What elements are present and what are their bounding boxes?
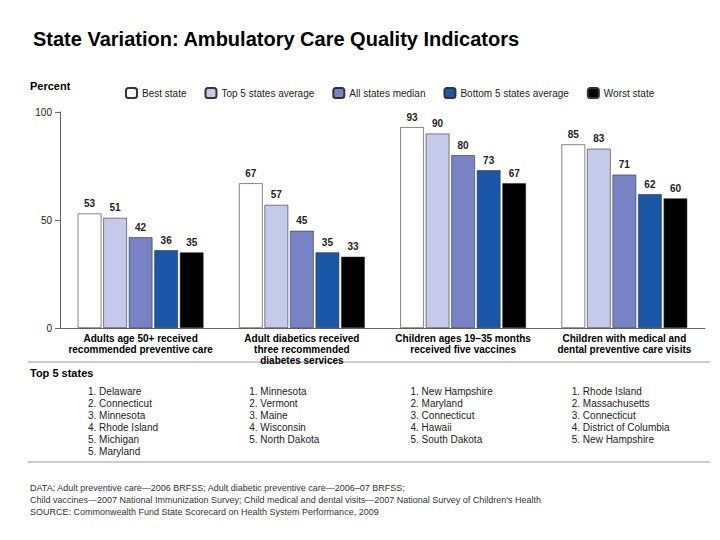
svg-text:42: 42 bbox=[135, 222, 147, 233]
svg-text:62: 62 bbox=[644, 179, 656, 190]
svg-text:received five vaccines: received five vaccines bbox=[410, 344, 516, 355]
svg-text:Bottom 5 states average: Bottom 5 states average bbox=[460, 88, 569, 99]
svg-text:State Variation: Ambulatory Ca: State Variation: Ambulatory Care Quality… bbox=[33, 28, 519, 50]
svg-text:three recommended: three recommended bbox=[254, 344, 350, 355]
svg-text:53: 53 bbox=[84, 198, 96, 209]
svg-text:57: 57 bbox=[271, 189, 283, 200]
svg-text:Adult diabetics received: Adult diabetics received bbox=[244, 333, 359, 344]
svg-text:3. Connecticut: 3. Connecticut bbox=[572, 410, 636, 421]
svg-text:45: 45 bbox=[296, 215, 308, 226]
svg-text:1. Minnesota: 1. Minnesota bbox=[249, 386, 307, 397]
svg-text:Worst state: Worst state bbox=[604, 88, 655, 99]
svg-text:4. Hawaii: 4. Hawaii bbox=[411, 422, 452, 433]
svg-text:Children with medical and: Children with medical and bbox=[562, 333, 686, 344]
svg-text:5. Maryland: 5. Maryland bbox=[88, 446, 140, 457]
svg-text:2. Maryland: 2. Maryland bbox=[411, 398, 463, 409]
svg-text:100: 100 bbox=[35, 107, 52, 118]
svg-text:71: 71 bbox=[619, 159, 631, 170]
svg-text:2. Connecticut: 2. Connecticut bbox=[88, 398, 152, 409]
svg-text:60: 60 bbox=[670, 183, 682, 194]
svg-text:36: 36 bbox=[161, 235, 173, 246]
svg-text:33: 33 bbox=[347, 241, 359, 252]
svg-text:0: 0 bbox=[46, 323, 52, 334]
svg-text:50: 50 bbox=[41, 215, 53, 226]
svg-text:90: 90 bbox=[432, 118, 444, 129]
svg-text:All states median: All states median bbox=[349, 88, 425, 99]
svg-text:recommended preventive care: recommended preventive care bbox=[68, 344, 213, 355]
svg-text:1. New Hampshire: 1. New Hampshire bbox=[411, 386, 494, 397]
svg-text:5. New Hampshire: 5. New Hampshire bbox=[572, 434, 655, 445]
svg-text:DATA: Adult preventive care—20: DATA: Adult preventive care—2006 BRFSS; … bbox=[30, 483, 405, 493]
svg-text:3. Minnesota: 3. Minnesota bbox=[88, 410, 146, 421]
svg-text:4. District of Columbia: 4. District of Columbia bbox=[572, 422, 670, 433]
svg-text:35: 35 bbox=[322, 237, 334, 248]
svg-text:83: 83 bbox=[593, 133, 605, 144]
svg-text:3. Maine: 3. Maine bbox=[249, 410, 288, 421]
svg-text:67: 67 bbox=[245, 168, 257, 179]
svg-text:Best state: Best state bbox=[142, 88, 187, 99]
svg-text:73: 73 bbox=[483, 155, 495, 166]
svg-text:35: 35 bbox=[186, 237, 198, 248]
svg-text:2. Vermont: 2. Vermont bbox=[249, 398, 298, 409]
svg-text:4. Rhode Island: 4. Rhode Island bbox=[88, 422, 158, 433]
svg-text:1. Rhode Island: 1. Rhode Island bbox=[572, 386, 642, 397]
svg-text:SOURCE: Commonwealth Fund Stat: SOURCE: Commonwealth Fund State Scorecar… bbox=[30, 507, 379, 517]
svg-text:Children ages 19–35 months: Children ages 19–35 months bbox=[395, 333, 531, 344]
svg-text:51: 51 bbox=[110, 202, 122, 213]
svg-text:diabetes services: diabetes services bbox=[260, 355, 344, 366]
svg-text:5. South Dakota: 5. South Dakota bbox=[411, 434, 483, 445]
svg-text:Top 5 states average: Top 5 states average bbox=[221, 88, 314, 99]
svg-text:80: 80 bbox=[458, 140, 470, 151]
svg-text:93: 93 bbox=[406, 112, 418, 123]
svg-text:4. Wisconsin: 4. Wisconsin bbox=[249, 422, 306, 433]
svg-text:3. Connecticut: 3. Connecticut bbox=[411, 410, 475, 421]
svg-text:Child vaccines—2007 National I: Child vaccines—2007 National Immunizatio… bbox=[30, 495, 541, 505]
svg-text:Adults age 50+ received: Adults age 50+ received bbox=[84, 333, 198, 344]
svg-text:5. Michigan: 5. Michigan bbox=[88, 434, 139, 445]
svg-text:Top 5 states: Top 5 states bbox=[30, 367, 93, 379]
svg-text:2. Massachusetts: 2. Massachusetts bbox=[572, 398, 650, 409]
svg-text:dental preventive care visits: dental preventive care visits bbox=[557, 344, 691, 355]
svg-text:1. Delaware: 1. Delaware bbox=[88, 386, 142, 397]
svg-text:Percent: Percent bbox=[30, 80, 71, 92]
svg-text:67: 67 bbox=[509, 168, 521, 179]
svg-text:5. North Dakota: 5. North Dakota bbox=[249, 434, 319, 445]
svg-text:85: 85 bbox=[568, 129, 580, 140]
